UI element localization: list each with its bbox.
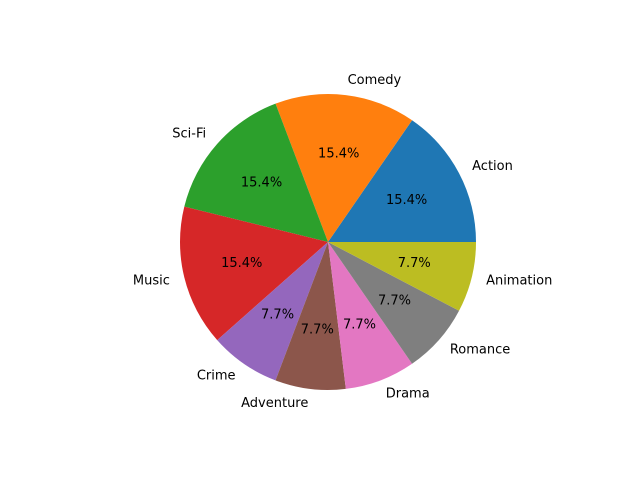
pie-slice-action	[328, 120, 476, 242]
pie-slice-crime	[217, 242, 328, 381]
category-label-animation: Animation	[486, 273, 552, 288]
category-label-music: Music	[133, 273, 170, 288]
category-label-crime: Crime	[197, 368, 236, 383]
pie-slice-animation	[328, 242, 476, 311]
percent-label-comedy: 15.4%	[318, 146, 359, 161]
percent-label-crime: 7.7%	[261, 308, 294, 323]
percent-label-adventure: 7.7%	[301, 323, 334, 338]
category-label-sci-fi: Sci-Fi	[172, 127, 206, 142]
category-label-romance: Romance	[450, 342, 510, 357]
percent-label-animation: 7.7%	[398, 256, 431, 271]
pie-slice-music	[180, 206, 328, 341]
percent-label-music: 15.4%	[221, 256, 262, 271]
category-label-drama: Drama	[386, 387, 430, 402]
pie-slice-comedy	[275, 94, 413, 242]
pie-slice-drama	[328, 242, 413, 389]
percent-label-romance: 7.7%	[378, 293, 411, 308]
pie-slice-sci-fi	[184, 103, 328, 242]
percent-label-drama: 7.7%	[343, 318, 376, 333]
pie-slices	[180, 94, 476, 390]
percent-label-sci-fi: 15.4%	[241, 176, 282, 191]
percent-labels: 15.4%15.4%15.4%15.4%7.7%7.7% 7.7%7.7%7.7%	[221, 146, 431, 337]
category-label-comedy: Comedy	[348, 73, 402, 88]
pie-slice-romance	[328, 242, 460, 364]
category-label-adventure: Adventure	[241, 396, 308, 411]
category-label-action: Action	[472, 159, 513, 174]
percent-label-action: 15.4%	[386, 193, 427, 208]
pie-slice-adventure	[275, 242, 346, 390]
category-labels: Action Comedy Sci-Fi Music Crime Adventure Dra…	[133, 73, 552, 411]
